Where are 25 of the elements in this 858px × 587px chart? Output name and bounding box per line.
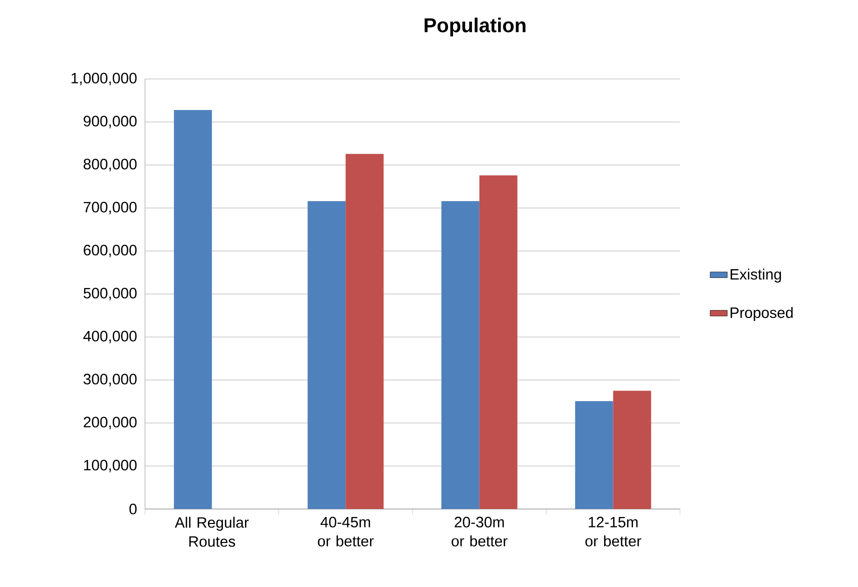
- legend-label: Proposed: [730, 307, 793, 321]
- y-tick-label: 800,000: [84, 158, 137, 172]
- y-tick-label: 500,000: [84, 288, 137, 300]
- y-tick-label: 300,000: [84, 374, 137, 386]
- y-tick-label: 900,000: [84, 116, 137, 128]
- legend-label: Existing: [730, 268, 781, 283]
- y-tick-label: 400,000: [83, 330, 137, 344]
- bar: [613, 390, 652, 509]
- x-tick-label: 40-45m or better: [318, 516, 374, 546]
- bar: [308, 201, 346, 509]
- y-tick-label: 700,000: [84, 202, 137, 214]
- bar: [441, 201, 480, 509]
- bar: [575, 401, 614, 509]
- y-tick-label: 200,000: [84, 416, 137, 430]
- y-tick-label: 0: [129, 504, 137, 514]
- x-tick-label: 20-30m or better: [452, 516, 508, 546]
- bar: [174, 110, 212, 509]
- y-tick-label: 100,000: [84, 460, 137, 472]
- x-tick-label: 12-15m or better: [585, 516, 642, 546]
- y-tick-label: 1,000,000: [72, 72, 137, 86]
- bar: [346, 154, 384, 509]
- y-tick-label: 600,000: [84, 244, 137, 258]
- x-tick-label: All Regular Routes: [174, 516, 249, 547]
- bar: [479, 175, 518, 509]
- chart-title: Population: [424, 18, 526, 36]
